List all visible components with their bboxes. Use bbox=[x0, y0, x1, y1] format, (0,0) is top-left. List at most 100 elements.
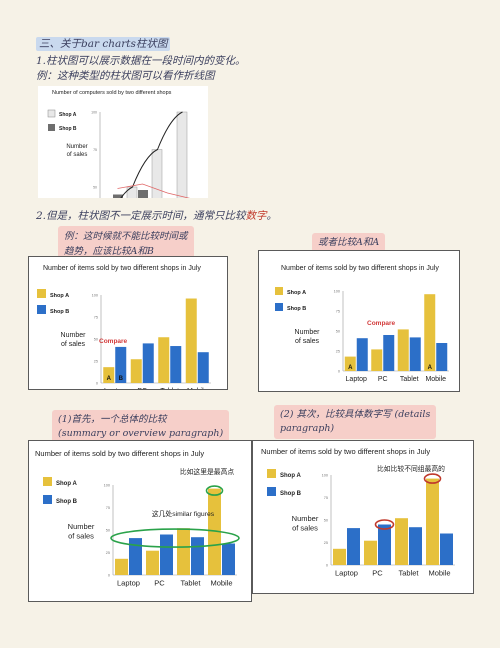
bar-shop-b-tablet bbox=[409, 337, 421, 371]
y-tick-label: 100 bbox=[92, 294, 98, 298]
x-tick-label-pc: PC bbox=[372, 569, 383, 578]
chart-aa-title: Number of items sold by two different sh… bbox=[281, 265, 439, 272]
bar-shop-a-pc bbox=[146, 550, 159, 575]
chart-details-card: Number of items sold by two different sh… bbox=[252, 440, 474, 594]
groups-annotation: 比如比较不同组最高的 bbox=[377, 464, 445, 473]
x-tick-label-tablet: Tablet bbox=[400, 376, 419, 383]
heading-prefix: 三、关于 bbox=[39, 38, 81, 50]
chart-ab-card: Number of items sold by two different sh… bbox=[28, 256, 228, 390]
callout-details: (2) 其次，比较具体数字写 (details paragraph) bbox=[274, 405, 437, 439]
legend-swatch-shop-a bbox=[275, 287, 283, 295]
bar-shop-b-laptop bbox=[356, 338, 368, 371]
y-tick-label: 75 bbox=[324, 496, 328, 500]
trend-line-shop-b bbox=[117, 183, 191, 198]
x-tick-label-laptop: Laptop bbox=[346, 376, 368, 383]
y-axis-label: of sales bbox=[295, 338, 320, 345]
trend-line-shop-a bbox=[120, 111, 183, 198]
y-tick-label: 100 bbox=[334, 290, 340, 294]
y-tick-label: 75 bbox=[94, 316, 98, 320]
y-tick-label: 100 bbox=[322, 474, 328, 478]
callout-compare-aa: 或者比较A和A bbox=[312, 233, 386, 252]
legend-swatch-shop-a bbox=[267, 469, 276, 478]
chart-details-title: Number of items sold by two different sh… bbox=[261, 447, 431, 456]
y-tick-label: 50 bbox=[93, 186, 97, 190]
y-axis-label: Number bbox=[61, 332, 87, 339]
chart-aa-card: Number of items sold by two different sh… bbox=[258, 250, 460, 392]
chart-overview-title: Number of items sold by two different sh… bbox=[35, 449, 205, 458]
y-tick-label: 100 bbox=[104, 484, 110, 488]
y-tick-label: 25 bbox=[336, 350, 340, 354]
y-axis-label: Number bbox=[66, 144, 87, 150]
note-line-2: 例：这种类型的柱状图可以看作折线图 bbox=[36, 70, 215, 82]
y-tick-label: 50 bbox=[106, 529, 110, 533]
legend-swatch-shop-b bbox=[275, 303, 283, 311]
similar-annotation: 这几处similar figures bbox=[152, 509, 215, 518]
compare-annotation: Compare bbox=[99, 338, 128, 345]
chart-time-title: Number of computers sold by two differen… bbox=[52, 90, 172, 96]
y-tick-label: 0 bbox=[96, 382, 98, 386]
legend-swatch-shop-b bbox=[267, 487, 276, 496]
y-axis-label: Number bbox=[68, 522, 95, 531]
x-tick-label-laptop: Laptop bbox=[335, 569, 358, 578]
chart-aa-svg: 0 25 50 75 100 Shop A Shop B Number of sales Lapt… bbox=[275, 287, 449, 383]
y-axis-label: of sales bbox=[67, 152, 88, 158]
pc-circle bbox=[374, 519, 395, 530]
note-line-3-prefix: 2.但是，柱状图不一定展示时间，通常只比较 bbox=[36, 210, 246, 222]
mark-b: B bbox=[119, 376, 124, 382]
bar-shop-a-laptop bbox=[333, 548, 346, 565]
bar-shop-b-pc bbox=[142, 343, 154, 383]
chart-time-card: Number of computers sold by two differen… bbox=[38, 86, 208, 198]
legend-swatch-shop-b bbox=[43, 495, 52, 504]
bar-shop-b-tablet bbox=[409, 527, 422, 565]
legend-swatch-shop-b bbox=[48, 124, 55, 131]
legend-swatch-shop-a bbox=[43, 477, 52, 486]
x-tick-label-laptop: Laptop bbox=[117, 579, 140, 588]
bar-shop-a-laptop bbox=[344, 356, 356, 371]
highest-annotation: 比如这里是最高点 bbox=[180, 467, 235, 476]
x-tick-label-mobile: Mobile bbox=[210, 579, 232, 588]
y-tick-label: 50 bbox=[324, 519, 328, 523]
y-tick-label: 25 bbox=[106, 551, 110, 555]
bar-shop-a-pc bbox=[130, 359, 142, 383]
chart-overview-card: Number of items sold by two different sh… bbox=[28, 440, 252, 602]
bar-shop-b-mobile bbox=[222, 543, 235, 575]
legend-label-shop-b: Shop B bbox=[50, 309, 69, 315]
legend-label-shop-a: Shop A bbox=[59, 112, 77, 118]
legend-label-shop-a: Shop A bbox=[280, 473, 301, 479]
y-tick-label: 0 bbox=[108, 574, 110, 578]
x-tick-label-mobile: Mobile bbox=[425, 376, 446, 383]
note-line-1: 1.柱状图可以展示数据在一段时间内的变化。 bbox=[36, 55, 246, 67]
legend-label-shop-b: Shop B bbox=[280, 491, 302, 497]
y-tick-label: 25 bbox=[324, 541, 328, 545]
legend-label-shop-b: Shop B bbox=[287, 306, 306, 312]
chart-ab-svg: 0 25 50 75 100 Shop A Shop B Number of sales Lapt… bbox=[37, 289, 211, 389]
highest-circle bbox=[205, 485, 224, 496]
x-tick-label-tablet: Tablet bbox=[398, 569, 419, 578]
note-line-3-red: 数字 bbox=[245, 210, 267, 222]
callout-overview: (1)首先，一个总体的比较 (summary or overview parag… bbox=[52, 410, 230, 444]
y-tick-label: 75 bbox=[336, 310, 340, 314]
y-axis-label: of sales bbox=[292, 524, 318, 533]
y-tick-label: 50 bbox=[94, 338, 98, 342]
legend-swatch-shop-a bbox=[37, 289, 46, 298]
y-axis-label: Number bbox=[295, 329, 321, 336]
y-tick-label: 75 bbox=[106, 506, 110, 510]
legend-label-shop-a: Shop A bbox=[287, 290, 306, 296]
similar-circle bbox=[110, 528, 240, 548]
bar-shop-a-tablet bbox=[395, 518, 408, 565]
compare-annotation: Compare bbox=[367, 320, 396, 327]
bar-shop-b-tablet bbox=[170, 346, 182, 383]
bar-shop-b-pc bbox=[383, 335, 395, 371]
legend-label-shop-a: Shop A bbox=[56, 481, 77, 487]
y-axis-label: of sales bbox=[61, 341, 86, 348]
section-heading: 三、关于bar charts柱状图 bbox=[36, 36, 171, 51]
x-tick-label-pc: PC bbox=[137, 388, 147, 389]
bar-shop-b-mobile bbox=[436, 343, 448, 371]
note-line-3: 2.但是，柱状图不一定展示时间，通常只比较数字。 bbox=[36, 208, 277, 223]
bar-shop-a-mobile bbox=[426, 478, 439, 565]
bar-shop-a-pc bbox=[371, 349, 383, 371]
bar-shop-b-laptop bbox=[129, 538, 142, 575]
bar-shop-b-may bbox=[138, 190, 148, 198]
